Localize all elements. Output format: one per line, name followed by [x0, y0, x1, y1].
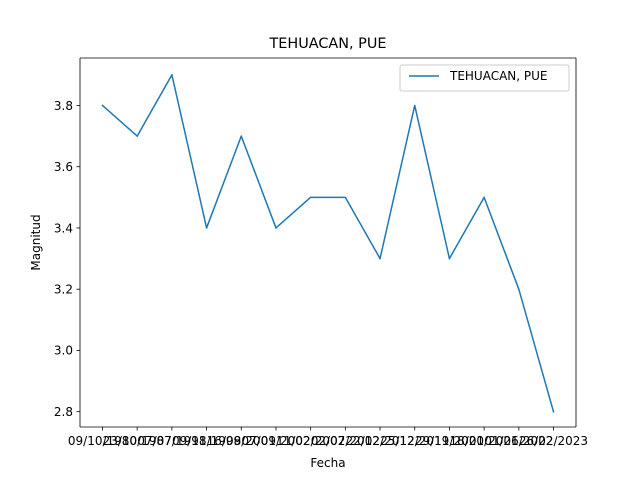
x-tick-label: 18/01/2021 — [450, 434, 519, 448]
data-point — [205, 227, 208, 229]
y-tick-label: 2.8 — [54, 405, 73, 419]
x-tick-label: 09/11/1999 — [172, 434, 241, 448]
data-point — [309, 196, 312, 199]
x-tick-label: 26/02/2023 — [519, 434, 588, 448]
x-tick-label: 02/02/2012 — [311, 434, 380, 448]
x-tick-label: 09/10/1980 — [68, 434, 137, 448]
x-tick-label: 16/08/2001 — [207, 434, 276, 448]
x-axis-title: Fecha — [310, 456, 345, 470]
y-tick-label: 3.8 — [54, 99, 73, 113]
plot-frame — [79, 57, 577, 428]
y-tick-label: 3.0 — [54, 344, 73, 358]
y-tick-label: 3.2 — [54, 282, 73, 296]
data-point — [101, 104, 104, 107]
data-point — [171, 74, 173, 76]
legend: TEHUACAN, PUE — [399, 64, 570, 92]
x-tick-label: 11/02/2007 — [276, 434, 345, 448]
data-point — [448, 257, 451, 260]
x-tick-label: 25/12/2019 — [380, 434, 449, 448]
y-tick-label: 3.6 — [54, 160, 73, 174]
x-tick-label: 29/11/2020 — [415, 434, 484, 448]
y-axis-ticks: 2.8 3.0 3.2 3.4 3.6 3.8 — [54, 99, 80, 419]
data-point — [552, 410, 555, 413]
x-tick-label: 23/10/1987 — [103, 434, 172, 448]
chart-title: TEHUACAN, PUE — [269, 36, 387, 52]
legend-label: TEHUACAN, PUE — [449, 69, 548, 83]
data-point — [379, 257, 381, 260]
data-point — [136, 135, 138, 137]
x-axis-ticks: 09/10/198023/10/198707/07/199809/11/1999… — [68, 427, 588, 448]
x-tick-label: 07/07/1998 — [137, 434, 206, 448]
plot-area — [80, 58, 576, 427]
series-line — [101, 74, 555, 413]
data-point — [344, 196, 347, 199]
x-tick-label: 07/09/2002 — [241, 434, 310, 448]
x-tick-label: 01/06/2022 — [484, 434, 553, 448]
data-point — [518, 288, 520, 290]
data-point — [483, 196, 485, 199]
y-axis-title: Magnitud — [29, 214, 43, 270]
data-point — [240, 135, 243, 137]
legend-box — [399, 64, 570, 92]
series-layer — [101, 74, 555, 413]
data-point — [413, 104, 416, 107]
y-tick-label: 3.4 — [54, 221, 73, 235]
data-point — [275, 227, 277, 229]
x-tick-label: 22/02/2012 — [345, 434, 414, 448]
